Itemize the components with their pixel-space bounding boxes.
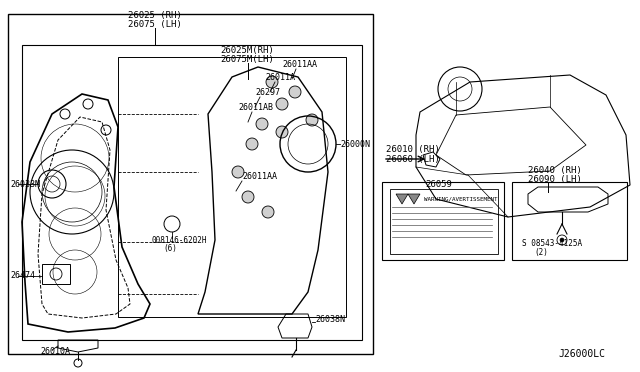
Circle shape	[276, 98, 288, 110]
Bar	[118, 57, 346, 317]
Bar	[382, 182, 504, 260]
Circle shape	[232, 166, 244, 178]
Text: 26011AB: 26011AB	[238, 103, 273, 112]
Text: 26059: 26059	[425, 180, 452, 189]
Text: 26010A: 26010A	[40, 347, 70, 356]
Text: 26011AA: 26011AA	[282, 60, 317, 68]
Text: WARNING/AVERTISSEMENT: WARNING/AVERTISSEMENT	[424, 196, 497, 202]
Text: 26090 (LH): 26090 (LH)	[528, 174, 582, 183]
Circle shape	[289, 86, 301, 98]
Circle shape	[276, 126, 288, 138]
Text: 26040 (RH): 26040 (RH)	[528, 166, 582, 174]
Text: 26297: 26297	[255, 87, 280, 96]
Text: 26010 (RH): 26010 (RH)	[386, 144, 440, 154]
Circle shape	[306, 114, 318, 126]
Polygon shape	[396, 194, 408, 204]
Bar	[22, 45, 362, 340]
Circle shape	[262, 206, 274, 218]
Bar	[8, 14, 373, 354]
Text: 26075M(LH): 26075M(LH)	[220, 55, 274, 64]
Text: 26033M: 26033M	[10, 180, 40, 189]
Text: (2): (2)	[534, 248, 548, 257]
Text: S 08543-4125A: S 08543-4125A	[522, 240, 582, 248]
Circle shape	[242, 191, 254, 203]
Circle shape	[246, 138, 258, 150]
Text: 26025M(RH): 26025M(RH)	[220, 45, 274, 55]
Text: 26011AA: 26011AA	[242, 171, 277, 180]
Text: 26025 (RH): 26025 (RH)	[128, 10, 182, 19]
Text: J26000LC: J26000LC	[558, 349, 605, 359]
Text: 26474: 26474	[10, 272, 35, 280]
Bar	[390, 189, 498, 254]
Circle shape	[256, 118, 268, 130]
Text: 26011A: 26011A	[265, 73, 295, 81]
Circle shape	[560, 238, 564, 242]
Text: 26000N: 26000N	[340, 140, 370, 148]
Text: 008146-6202H: 008146-6202H	[152, 235, 207, 244]
Text: 26060 (LH): 26060 (LH)	[386, 154, 440, 164]
Circle shape	[266, 76, 278, 88]
Text: (6): (6)	[163, 244, 177, 253]
Text: 26075 (LH): 26075 (LH)	[128, 19, 182, 29]
Bar	[42, 264, 70, 284]
Bar	[512, 182, 627, 260]
Polygon shape	[408, 194, 420, 204]
Text: 26038N: 26038N	[315, 315, 345, 324]
